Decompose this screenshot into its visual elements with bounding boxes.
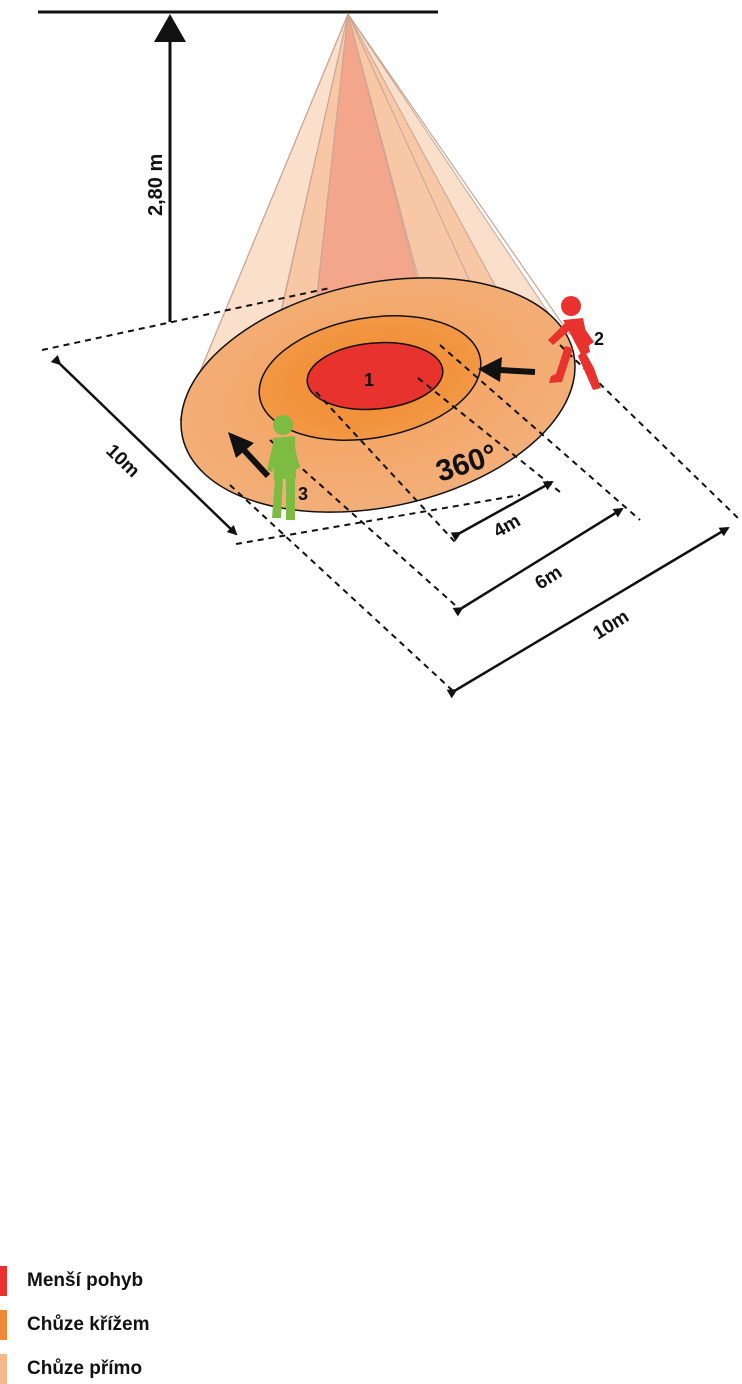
zone-inner xyxy=(306,341,444,411)
legend-item-small-motion: Menší pohyb xyxy=(0,1266,143,1296)
zone-1-label: 1 xyxy=(364,370,374,390)
height-label: 2,80 m xyxy=(145,154,167,216)
dim-10m-label: 10m xyxy=(590,606,633,644)
dim-left-label: 10m xyxy=(102,440,144,482)
dim-6m-label: 6m xyxy=(532,562,566,594)
legend-swatch-light-orange xyxy=(0,1354,7,1384)
legend-item-cross-walk: Chůze křížem xyxy=(0,1310,149,1340)
dimension-guides xyxy=(41,287,741,691)
person-standing-icon-green xyxy=(267,415,300,520)
person-2-label: 2 xyxy=(594,329,604,349)
detection-diagram-svg: 2,80 m 1 360° 10m 4m 6m 10m xyxy=(38,10,741,699)
arrow-icon-person2 xyxy=(478,357,536,382)
person-walking-icon-red xyxy=(548,296,601,390)
arrow-icon-person3 xyxy=(228,432,271,479)
legend-label: Chůze přímo xyxy=(27,1358,143,1379)
legend-label: Chůze křížem xyxy=(27,1314,150,1335)
legend-label: Menší pohyb xyxy=(27,1270,144,1291)
person-3-label: 3 xyxy=(298,484,308,504)
legend-swatch-orange xyxy=(0,1310,7,1340)
dim-10m-arrow xyxy=(446,526,730,699)
legend-item-direct-walk: Chůze přímo xyxy=(0,1354,142,1384)
legend-swatch-red xyxy=(0,1266,7,1296)
dim-4m-label: 4m xyxy=(490,510,524,542)
dim-left-arrow xyxy=(50,354,238,536)
detection-diagram: 2,80 m 1 360° 10m 4m 6m 10m xyxy=(0,10,741,1384)
height-arrow-head xyxy=(154,14,186,42)
